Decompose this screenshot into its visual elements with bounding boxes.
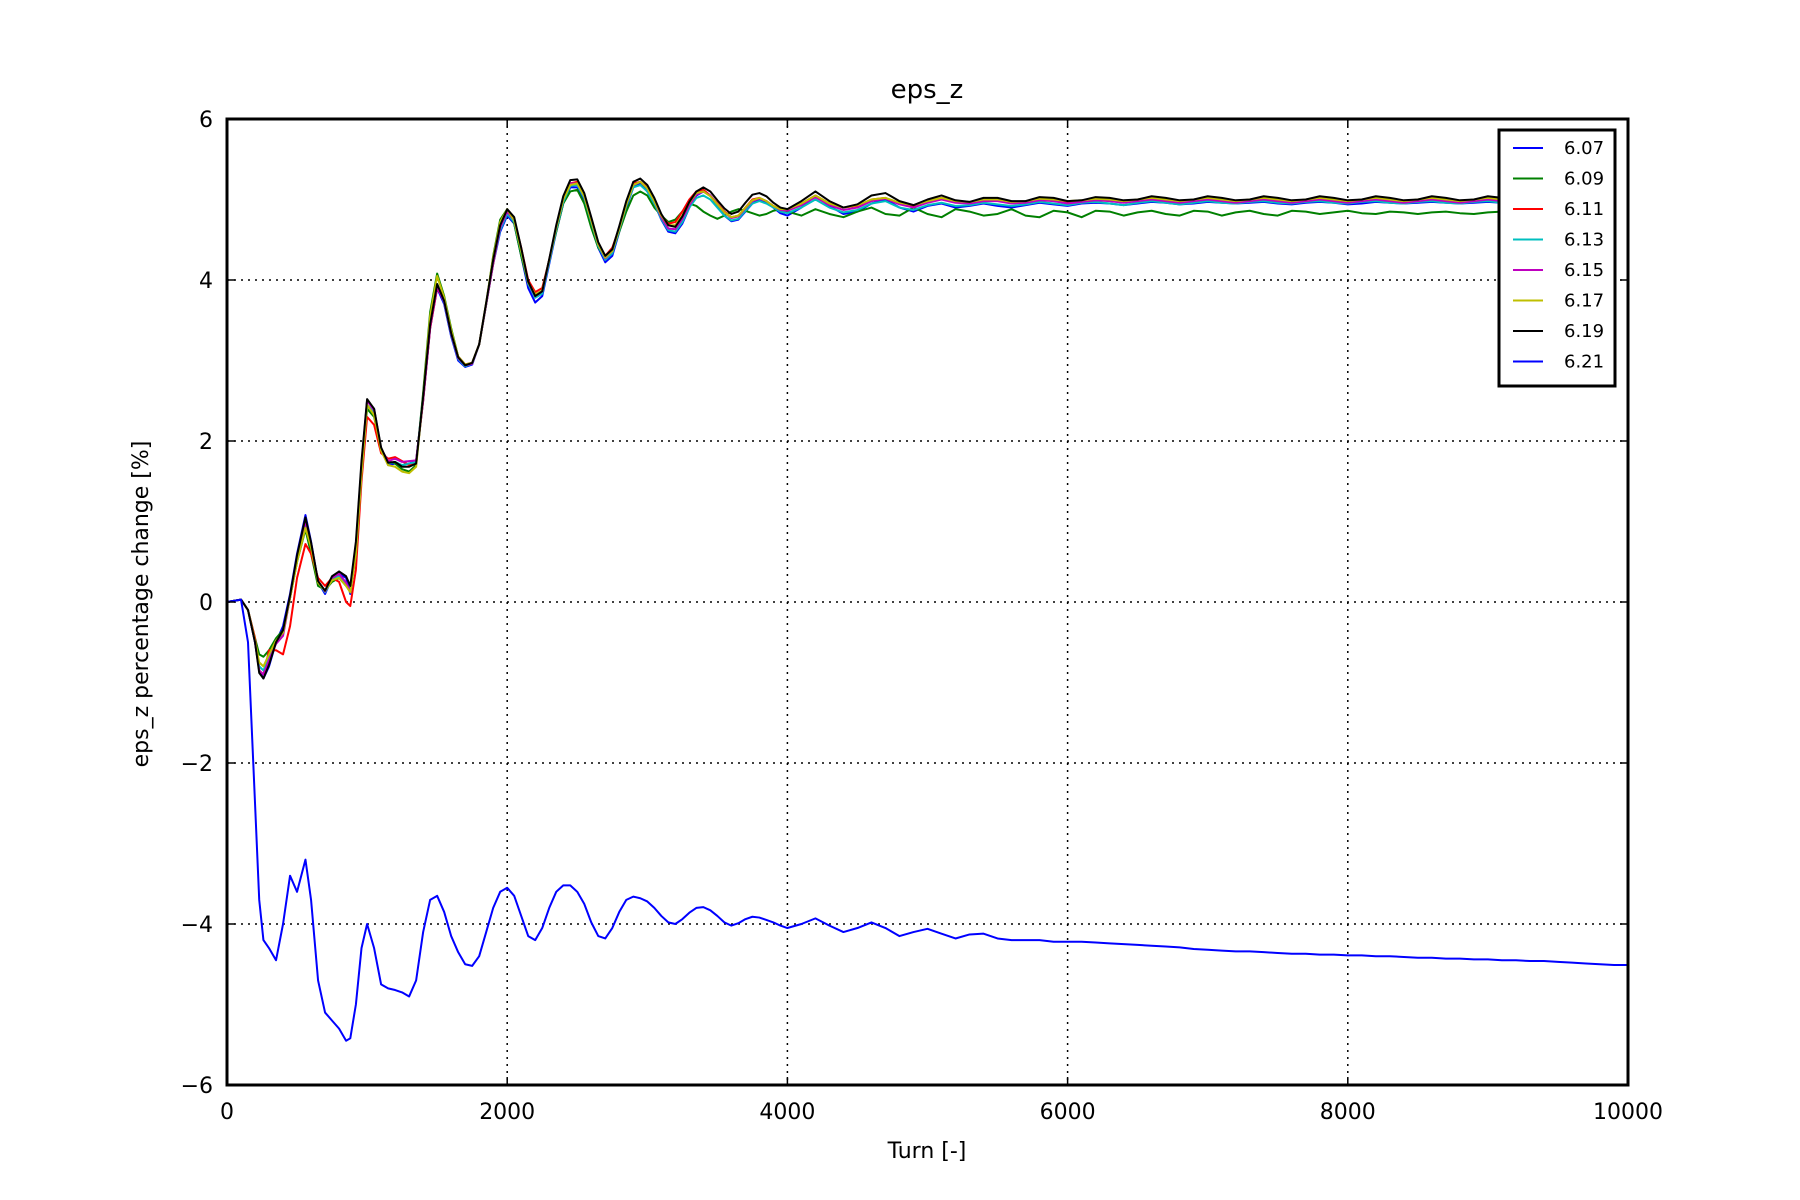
y-tick-label: −2 (181, 752, 213, 777)
legend-label: 6.15 (1564, 260, 1604, 281)
series-line-6-17 (227, 180, 1601, 668)
legend-label: 6.11 (1564, 199, 1604, 220)
y-tick-label: 0 (199, 591, 213, 616)
series-line-6-19 (227, 177, 1601, 680)
x-tick-label: 4000 (759, 1100, 815, 1125)
y-tick-label: 4 (199, 269, 213, 294)
legend-label: 6.13 (1564, 230, 1604, 251)
x-tick-label: 2000 (479, 1100, 535, 1125)
legend-label: 6.09 (1564, 169, 1604, 190)
y-tick-label: 2 (199, 430, 213, 455)
x-tick-label: 6000 (1040, 1100, 1096, 1125)
legend-label: 6.17 (1564, 291, 1604, 312)
x-axis-label: Turn [-] (887, 1139, 967, 1164)
series-line-6-21 (227, 598, 1628, 1042)
legend-label: 6.07 (1564, 138, 1604, 159)
x-axis: 0 2000 4000 6000 8000 10000 (220, 119, 1663, 1125)
legend: 6.07 6.09 6.11 6.13 6.15 6.17 6.19 6.21 (1497, 128, 1617, 388)
x-tick-label: 0 (220, 1100, 234, 1125)
grid-lines (227, 119, 1628, 1085)
legend-label: 6.19 (1564, 321, 1604, 342)
legend-box (1497, 128, 1617, 388)
legend-label: 6.21 (1564, 352, 1604, 373)
y-tick-label: −4 (181, 913, 213, 938)
chart-title: eps_z (891, 75, 964, 105)
y-axis: −6 −4 −2 0 2 4 6 (181, 108, 1628, 1099)
y-axis-label: eps_z percentage change [%] (129, 441, 154, 768)
x-tick-label: 8000 (1320, 1100, 1376, 1125)
y-tick-label: −6 (181, 1074, 213, 1099)
x-tick-label: 10000 (1593, 1100, 1663, 1125)
y-tick-label: 6 (199, 108, 213, 133)
series-layer (227, 177, 1628, 1042)
